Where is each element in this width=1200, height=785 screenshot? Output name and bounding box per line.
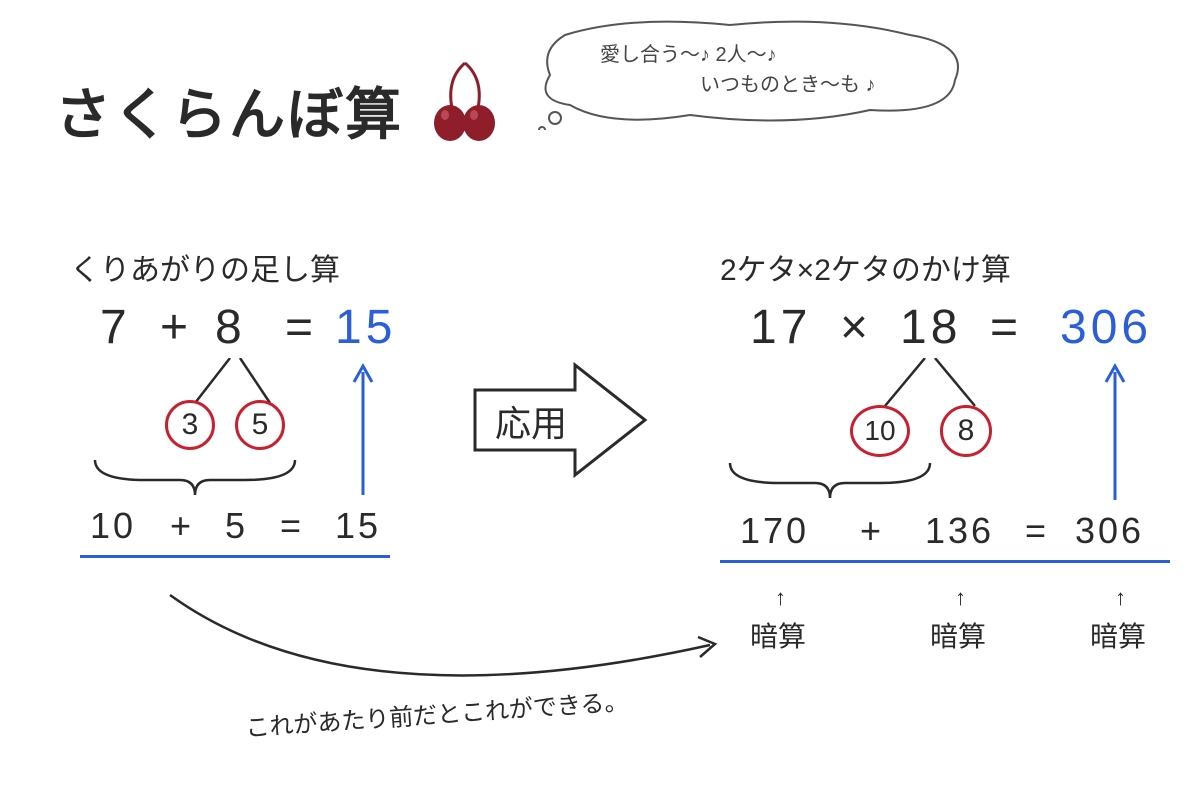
cherry-icon [425,55,505,145]
right-sub-n1: 170 [740,510,809,552]
anzan-label-3: 暗算 [1090,615,1146,655]
anzan-label-2: 暗算 [930,615,986,655]
left-up-arrow-icon [348,360,378,500]
right-up-arrow-icon [1100,360,1130,505]
left-equation-n2: 8 [215,300,246,355]
right-equation-eq: = [990,300,1022,355]
left-brace [85,455,305,500]
speech-line-1: 愛し合う〜♪ 2人〜♪ [600,38,777,67]
left-sub-ans: 15 [335,505,381,547]
apply-arrow-label: 応用 [495,395,567,447]
left-sub-op: + [170,505,194,547]
left-sub-n2: 5 [225,505,248,547]
left-equation-eq: = [285,300,317,355]
right-brace [720,458,940,503]
page-title: さくらんぼ算 [55,70,403,151]
left-underline [80,555,390,558]
left-equation-op: + [160,300,192,355]
left-equation-ans: 15 [335,300,396,355]
left-equation-n1: 7 [100,300,131,355]
right-split-1: 10 [850,405,910,457]
right-section-label: 2ケタ×2ケタのかけ算 [720,245,1011,289]
right-sub-op: + [860,510,884,552]
right-equation-n2: 18 [900,300,961,355]
speech-bubble: 愛し合う〜♪ 2人〜♪ いつものとき〜も ♪ [530,10,950,120]
left-sub-n1: 10 [90,505,136,547]
anzan-arrow-3: ↑ [1115,585,1126,611]
right-split-2: 8 [940,405,992,457]
left-section-label: くりあがりの足し算 [70,245,340,289]
left-split-2: 5 [235,400,285,450]
right-equation-op: × [840,300,872,355]
anzan-arrow-2: ↑ [955,585,966,611]
right-equation-n1: 17 [750,300,811,355]
right-sub-ans: 306 [1075,510,1144,552]
right-equation-ans: 306 [1060,300,1152,355]
anzan-arrow-1: ↑ [775,585,786,611]
left-split-1: 3 [165,400,215,450]
speech-line-2: いつものとき〜も ♪ [700,68,876,97]
left-sub-eq: = [280,505,304,547]
anzan-label-1: 暗算 [750,615,806,655]
right-sub-eq: = [1025,510,1049,552]
right-underline [720,560,1170,563]
right-sub-n2: 136 [925,510,994,552]
